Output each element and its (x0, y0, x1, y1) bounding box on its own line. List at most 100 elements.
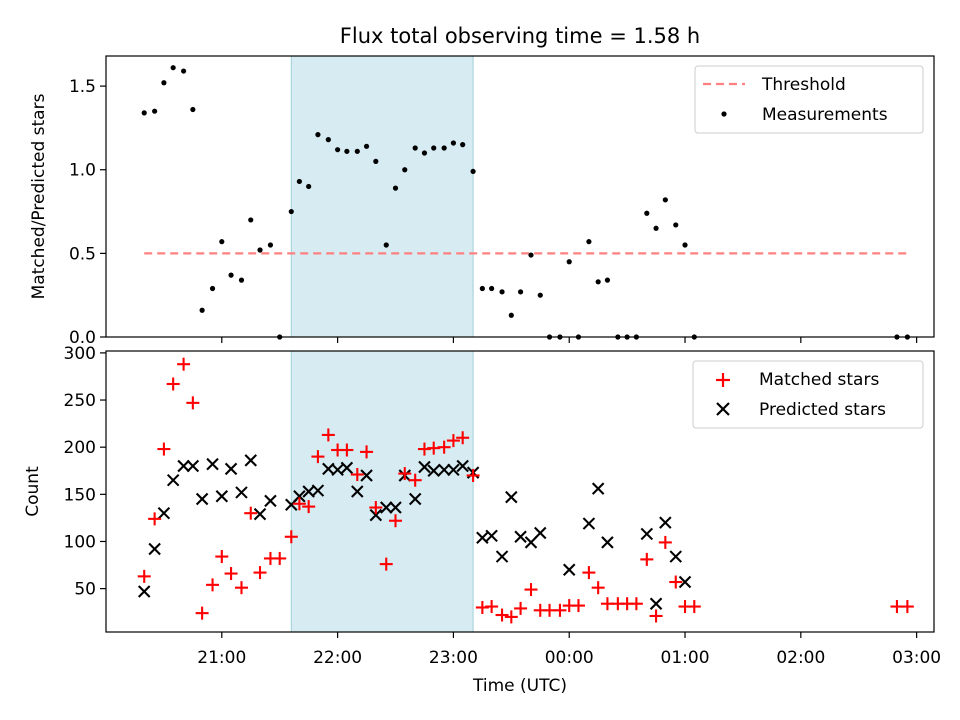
measurement-point (141, 110, 147, 116)
y-tick-label: 200 (64, 438, 96, 458)
measurement-point (373, 158, 379, 164)
predicted-marker (253, 507, 267, 521)
predicted-marker (562, 563, 576, 577)
measurement-point (682, 242, 688, 248)
matched-marker (669, 575, 683, 589)
measurement-point (441, 145, 447, 151)
predicted-marker (166, 473, 180, 487)
y-tick-label: 300 (64, 344, 96, 364)
predicted-marker (389, 501, 402, 514)
predicted-marker (148, 542, 161, 556)
matched-marker (446, 434, 460, 448)
measurement-point (595, 279, 601, 285)
matched-marker (273, 551, 287, 565)
predicted-marker (418, 460, 431, 474)
matched-marker (137, 569, 151, 583)
matched-marker (234, 581, 248, 595)
x-tick-label: 03:00 (892, 648, 941, 668)
measurement-point (470, 168, 476, 175)
predicted-marker (177, 459, 190, 473)
matched-marker (340, 443, 354, 457)
matched-marker (504, 610, 518, 624)
predicted-marker (195, 492, 209, 506)
predicted-marker (360, 469, 373, 482)
predicted-marker (224, 462, 238, 476)
matched-marker (466, 468, 480, 482)
y-tick-label: 1.5 (69, 77, 96, 97)
measurement-point (219, 239, 225, 245)
y-tick-label: 150 (64, 485, 96, 505)
matched-marker (360, 445, 374, 459)
matched-marker (369, 501, 383, 515)
measurement-point (460, 142, 466, 148)
predicted-marker (369, 508, 383, 522)
measurement-point (325, 137, 331, 143)
top-y-axis-label: Matched/Predicted stars (29, 93, 49, 299)
predicted-marker (186, 459, 200, 473)
predicted-marker (157, 506, 171, 520)
measurement-point (528, 252, 534, 258)
predicted-marker (311, 484, 325, 497)
x-tick-label: 22:00 (313, 648, 362, 668)
y-tick-label: 50 (74, 580, 96, 600)
measurement-point (537, 292, 543, 298)
measurement-point (566, 259, 572, 265)
predicted-marker (649, 597, 663, 610)
matched-marker (514, 601, 528, 615)
matched-marker (148, 512, 162, 526)
matched-marker (379, 557, 393, 571)
measurement-point (257, 247, 263, 253)
legend-measurements-swatch (721, 111, 727, 117)
top-legend: Threshold Measurements (694, 65, 924, 134)
top-panel: 0.0 0.5 1.0 1.5 Matched/Predicted stars Thr… (29, 55, 935, 348)
matched-marker (302, 500, 316, 514)
bottom-y-ticks: 50 100 150 200 250 300 (64, 344, 106, 600)
matched-marker (186, 396, 200, 410)
measurement-point (248, 217, 254, 223)
measurement-points (141, 65, 910, 340)
measurement-point (315, 132, 321, 138)
x-axis-label: Time (UTC) (472, 676, 567, 696)
bottom-legend: Matched stars Predicted stars (692, 360, 924, 429)
matched-marker (195, 606, 209, 620)
bottom-x-ticks: 21:00 22:00 23:00 00:00 01:00 02:00 03:00 (197, 632, 941, 668)
measurement-point (383, 242, 389, 248)
matched-marker (485, 600, 499, 614)
predicted-marker (137, 585, 151, 598)
y-tick-label: 100 (64, 532, 96, 552)
measurement-point (152, 108, 158, 114)
measurement-point (267, 242, 274, 248)
chart-title: Flux total observing time = 1.58 h (340, 24, 700, 48)
measurement-point (238, 277, 245, 283)
y-tick-label: 1.0 (69, 161, 96, 181)
matched-marker (408, 473, 422, 487)
matched-marker (437, 440, 451, 454)
matched-marker (244, 506, 258, 520)
predicted-marker (351, 485, 364, 498)
matched-marker (553, 603, 567, 617)
measurement-point (517, 289, 524, 295)
measurement-point (431, 145, 437, 151)
measurement-point (586, 239, 592, 245)
measurement-point (499, 289, 505, 295)
measurement-point (335, 147, 341, 153)
measurement-point (306, 183, 312, 190)
matched-marker (658, 535, 672, 549)
matched-marker (687, 600, 701, 614)
bottom-axes-frame (105, 350, 935, 633)
measurement-point (653, 225, 659, 231)
matched-marker (206, 578, 220, 592)
predicted-markers (137, 454, 692, 610)
predicted-marker (591, 482, 605, 495)
measurement-point (479, 285, 485, 292)
legend-matched-label: Matched stars (759, 370, 879, 390)
bottom-y-axis-label: Count (23, 466, 43, 517)
y-tick-label: 0.0 (69, 328, 96, 348)
predicted-marker (534, 526, 547, 540)
measurement-point (209, 285, 216, 292)
measurement-point (180, 68, 187, 74)
predicted-marker (427, 464, 440, 477)
top-y-ticks: 0.0 0.5 1.0 1.5 (69, 77, 106, 348)
measurement-point (644, 210, 650, 216)
